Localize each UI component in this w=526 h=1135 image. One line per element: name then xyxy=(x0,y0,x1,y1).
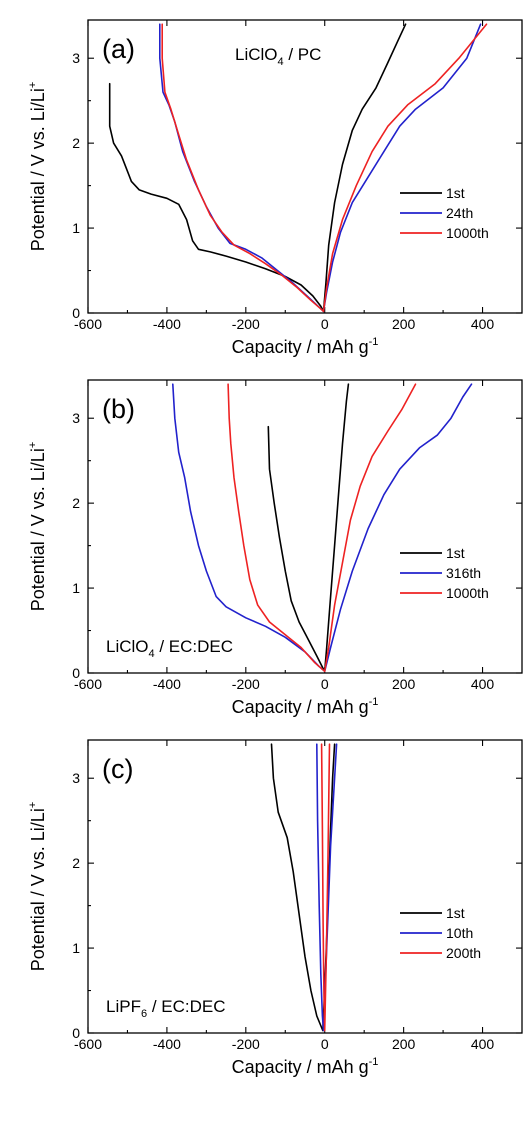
x-tick-label: -400 xyxy=(153,1036,181,1052)
series-line-200th-charge xyxy=(323,743,331,1032)
x-axis-label-c: Capacity / mAh g-1 xyxy=(232,1056,379,1077)
annotation-text: LiPF xyxy=(106,997,141,1016)
chart-svg-c: -600 -400 -200 0 200 400 0 1 2 3 Capacity / mAh g-… xyxy=(27,739,523,1077)
series-line-316th-charge xyxy=(323,383,473,673)
y-tick-label: 2 xyxy=(72,495,80,511)
annotation-suffix: / EC:DEC xyxy=(155,637,233,656)
x-tick-label: -600 xyxy=(74,676,102,692)
chart-svg-a: -600 -400 -200 0 200 400 0 1 2 3 Capacity / mAh g-… xyxy=(27,19,523,357)
legend-label-1st: 1st xyxy=(446,905,465,921)
electrolyte-annotation-a: LiClO4 / PC xyxy=(235,45,321,68)
panel-label-c: (c) xyxy=(102,754,133,784)
legend-label-24th: 24th xyxy=(446,205,473,221)
x-tick-label: 200 xyxy=(392,316,416,332)
y-tick-label: 0 xyxy=(72,1025,80,1041)
x-tick-label: -400 xyxy=(153,316,181,332)
series-line-10th-discharge xyxy=(316,743,325,1032)
x-tick-label: 0 xyxy=(321,676,329,692)
x-tick-label: 400 xyxy=(471,676,495,692)
legend-label-10th: 10th xyxy=(446,925,473,941)
x-axis-label-text: Capacity / mAh g xyxy=(232,697,369,717)
x-axis-label-sup: -1 xyxy=(369,1056,379,1068)
annotation-text: LiClO xyxy=(235,45,278,64)
x-tick-label: 400 xyxy=(471,1036,495,1052)
x-axis-label-text: Capacity / mAh g xyxy=(232,337,369,357)
series-line-1000th-charge xyxy=(322,23,488,313)
annotation-subscript: 4 xyxy=(149,648,155,660)
x-tick-label: 0 xyxy=(321,316,329,332)
legend-label-1st: 1st xyxy=(446,545,465,561)
x-axis-label-sup: -1 xyxy=(369,696,379,708)
x-axis-label-a: Capacity / mAh g-1 xyxy=(232,336,379,357)
annotation-subscript: 6 xyxy=(141,1008,147,1020)
chart-panel-c: -600 -400 -200 0 200 400 0 1 2 3 Capacity / mAh g-… xyxy=(0,720,526,1095)
series-line-1000th-discharge xyxy=(161,23,325,313)
series-line-316th-discharge xyxy=(172,383,326,673)
x-tick-label: -400 xyxy=(153,676,181,692)
series-line-1st-discharge xyxy=(267,425,326,673)
series-line-24th-discharge xyxy=(159,23,325,313)
x-tick-label: -200 xyxy=(232,316,260,332)
x-tick-label: -600 xyxy=(74,316,102,332)
plot-frame-b xyxy=(87,379,523,674)
y-tick-label: 2 xyxy=(72,135,80,151)
legend-label-1000th: 1000th xyxy=(446,225,489,241)
legend-label-1000th: 1000th xyxy=(446,585,489,601)
legend-label-316th: 316th xyxy=(446,565,481,581)
series-line-1000th-charge xyxy=(323,383,417,673)
x-axis-label-sup: -1 xyxy=(369,336,379,348)
y-axis-label-text: Potential / V vs. Li/Li xyxy=(28,88,48,251)
x-tick-label: -200 xyxy=(232,1036,260,1052)
y-tick-label: 2 xyxy=(72,855,80,871)
annotation-suffix: / PC xyxy=(284,45,322,64)
electrolyte-annotation-b: LiClO4 / EC:DEC xyxy=(106,637,233,660)
chart-panel-a: -600 -400 -200 0 200 400 0 1 2 3 Capacity / mAh g-… xyxy=(0,0,526,375)
y-tick-label: 0 xyxy=(72,665,80,681)
y-tick-label: 1 xyxy=(72,940,80,956)
x-axis-label-text: Capacity / mAh g xyxy=(232,1057,369,1077)
y-tick-label: 1 xyxy=(72,220,80,236)
y-axis-label-sup: + xyxy=(27,802,39,808)
x-tick-label: 0 xyxy=(321,1036,329,1052)
series-line-200th-discharge xyxy=(320,743,326,1032)
chart-panel-b: -600 -400 -200 0 200 400 0 1 2 3 Capacity / mAh g-… xyxy=(0,360,526,735)
y-tick-label: 3 xyxy=(72,50,80,66)
y-tick-label: 1 xyxy=(72,580,80,596)
y-axis-label-text: Potential / V vs. Li/Li xyxy=(28,448,48,611)
annotation-subscript: 4 xyxy=(278,56,284,68)
chart-svg-b: -600 -400 -200 0 200 400 0 1 2 3 Capacity / mAh g-… xyxy=(27,379,523,717)
panel-label-a: (a) xyxy=(102,34,135,64)
y-axis-label-b: Potential / V vs. Li/Li+ xyxy=(27,442,48,612)
series-line-24th-charge xyxy=(322,23,482,313)
y-axis-label-sup: + xyxy=(27,442,39,448)
plot-frame-a xyxy=(87,19,523,314)
electrolyte-annotation-c: LiPF6 / EC:DEC xyxy=(106,997,226,1020)
y-tick-label: 0 xyxy=(72,305,80,321)
x-tick-label: -600 xyxy=(74,1036,102,1052)
series-line-1st-charge xyxy=(322,23,407,313)
x-axis-label-b: Capacity / mAh g-1 xyxy=(232,696,379,717)
series-line-1st-discharge xyxy=(270,743,324,1032)
legend-label-200th: 200th xyxy=(446,945,481,961)
legend-label-1st: 1st xyxy=(446,185,465,201)
series-line-1000th-discharge xyxy=(227,383,326,673)
y-axis-label-c: Potential / V vs. Li/Li+ xyxy=(27,802,48,972)
y-tick-label: 3 xyxy=(72,770,80,786)
y-axis-label-text: Potential / V vs. Li/Li xyxy=(28,808,48,971)
x-tick-label: 400 xyxy=(471,316,495,332)
plot-frame-c xyxy=(87,739,523,1034)
series-line-1st-discharge xyxy=(108,82,325,313)
y-tick-label: 3 xyxy=(72,410,80,426)
panel-label-b: (b) xyxy=(102,394,135,424)
annotation-text: LiClO xyxy=(106,637,149,656)
y-axis-label-sup: + xyxy=(27,82,39,88)
annotation-suffix: / EC:DEC xyxy=(147,997,225,1016)
series-line-1st-charge xyxy=(323,383,350,673)
x-tick-label: 200 xyxy=(392,1036,416,1052)
y-axis-label-a: Potential / V vs. Li/Li+ xyxy=(27,82,48,252)
x-tick-label: 200 xyxy=(392,676,416,692)
x-tick-label: -200 xyxy=(232,676,260,692)
